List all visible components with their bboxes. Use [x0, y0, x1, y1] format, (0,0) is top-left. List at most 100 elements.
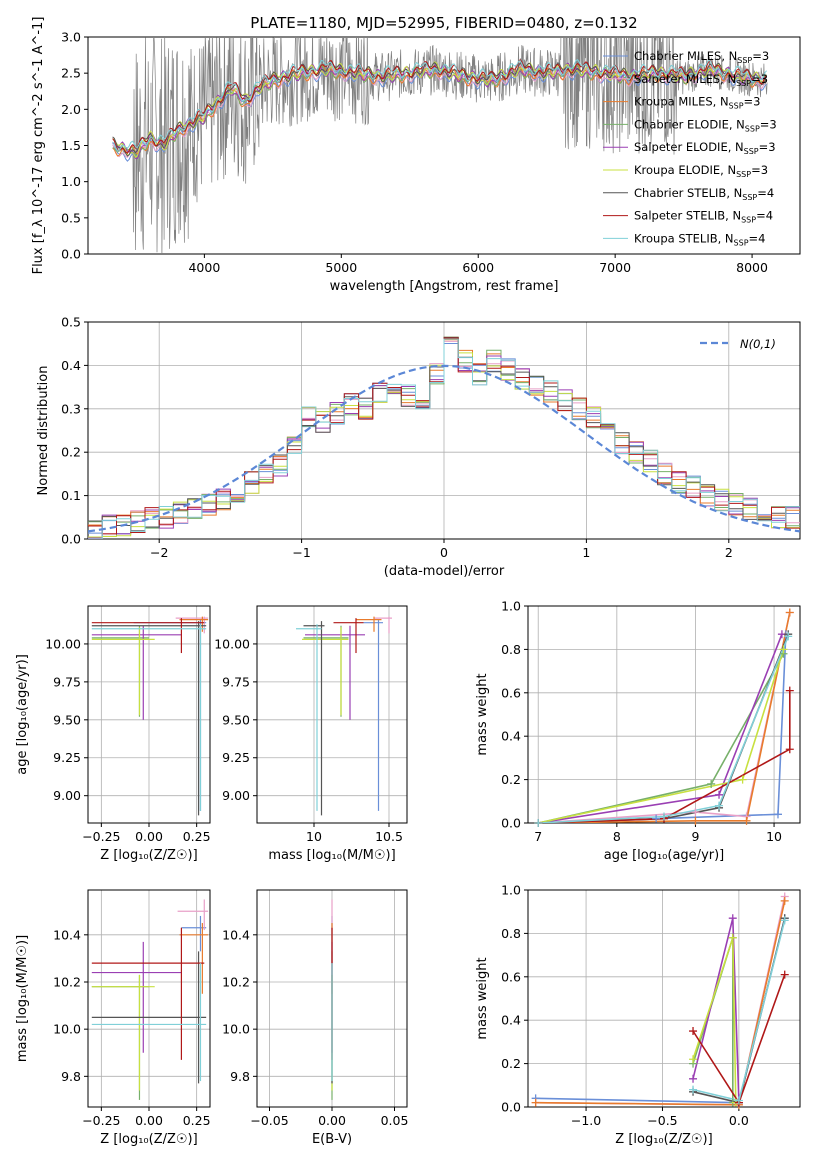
marker-kroupa_stelib: [715, 801, 724, 810]
model-line-chabrier_miles: [112, 65, 767, 162]
marker-kroupa_elodie: [689, 1055, 698, 1064]
y-tick-label: 0.8: [501, 642, 521, 657]
x-tick-label: 8: [613, 829, 621, 844]
x-tick-label: −0.25: [82, 1113, 120, 1128]
y-tick-label: 9.25: [222, 750, 250, 765]
panel-spectrum: 4000 5000 6000 7000 8000 0.0 0.5 1.0 1.5 2.0 2.5 3.…: [31, 17, 801, 294]
mass-vs-Z-plot: [91, 899, 209, 1100]
legend-label-salpeter_stelib: Salpeter STELIB, NSSP=4: [634, 209, 773, 225]
x-tick-label: −1.0: [571, 1113, 601, 1128]
axes-frame: [87, 321, 801, 540]
axes-frame: [256, 889, 408, 1108]
y-tick-label: 0.6: [501, 685, 521, 700]
x-axis-label: Z [log₁₀(Z/Z☉)]: [100, 848, 197, 863]
x-tick-label: 1: [582, 545, 590, 560]
y-tick-label: 9.8: [230, 1069, 250, 1084]
axes-frame: [87, 889, 211, 1108]
panel-mass-vs-ebv: −0.05 0.00 0.05 9.8 10.0 10.2 10.4 E(B-V): [222, 889, 409, 1147]
weight-vs-age-plot: [538, 612, 791, 823]
y-tick-label: 2.0: [61, 102, 81, 117]
x-tick-label: 8000: [736, 260, 768, 275]
y-tick-label: 10.00: [214, 636, 250, 651]
y-tick-label: 0.0: [501, 816, 521, 831]
weight-vs-Z-plot: [535, 896, 786, 1106]
x-tick-label: 0.00: [135, 1113, 163, 1128]
spectrum-legend: Chabrier MILES, NSSP=3 Salpeter MILES, NS…: [603, 49, 777, 247]
x-tick-label: 4000: [188, 260, 220, 275]
x-tick-label: −1: [292, 545, 310, 560]
model-line-salpeter_stelib: [112, 59, 767, 154]
marker-salpeter_stelib: [785, 745, 794, 754]
model-line-salpeter_miles: [112, 64, 768, 159]
x-tick-label: −0.05: [250, 1113, 288, 1128]
y-tick-label: 10.0: [222, 1022, 250, 1037]
marker-kroupa_stelib: [534, 819, 543, 827]
marker-kroupa_miles: [780, 896, 789, 905]
y-tick-label: 9.50: [53, 712, 81, 727]
y-tick-label: 9.8: [61, 1069, 81, 1084]
line-salpeter_miles: [535, 896, 786, 1106]
legend-label-salpeter_miles: Salpeter MILES, NSSP=3: [634, 72, 768, 88]
axes-frame: [87, 605, 211, 824]
y-tick-label: 1.0: [61, 174, 81, 189]
x-tick-label: −0.25: [82, 829, 120, 844]
x-tick-label: 10: [306, 829, 322, 844]
panel-age-vs-mass: 10 10.5 9.00 9.25 9.50 9.75 10.00 mass [log₁₀(M…: [214, 605, 408, 863]
x-axis-label: Z [log₁₀(Z/Z☉)]: [615, 1132, 712, 1147]
x-tick-label: −0.5: [647, 1113, 677, 1128]
y-tick-label: 0.1: [61, 488, 81, 503]
legend-label-kroupa_miles: Kroupa MILES, NSSP=3: [634, 95, 760, 111]
line-kroupa_stelib: [538, 636, 789, 823]
y-tick-label: 0.4: [61, 358, 81, 373]
legend-label-chabrier_stelib: Chabrier STELIB, NSSP=4: [634, 186, 774, 202]
legend-label-salpeter_elodie: Salpeter ELODIE, NSSP=3: [634, 140, 776, 156]
panel-residuals: −2 −1 0 1 2 0.0 0.1 0.2 0.3 0.4 0.5 (data-model)/er…: [36, 315, 801, 579]
y-tick-label: 0.2: [61, 445, 81, 460]
marker-kroupa_stelib: [784, 632, 793, 641]
marker-salpeter_stelib: [689, 1027, 698, 1036]
y-tick-label: 0.8: [501, 926, 521, 941]
y-tick-label: 9.75: [222, 674, 250, 689]
marker-kroupa_miles: [742, 816, 751, 825]
marker-salpeter_miles: [691, 808, 700, 817]
panels: 4000 5000 6000 7000 8000 0.0 0.5 1.0 1.5 2.0 2.5 3.…: [15, 17, 801, 1147]
x-tick-label: 6000: [462, 260, 494, 275]
y-tick-label: 9.25: [53, 750, 81, 765]
marker-chabrier_miles: [652, 814, 661, 823]
x-tick-label: 0.00: [135, 829, 163, 844]
x-axis-label: Z [log₁₀(Z/Z☉)]: [100, 1132, 197, 1147]
x-tick-label: 5000: [325, 260, 357, 275]
x-tick-label: 0.00: [318, 1113, 346, 1128]
y-axis-label: mass weight: [475, 957, 490, 1039]
x-tick-label: −2: [150, 545, 168, 560]
x-tick-label: 7000: [599, 260, 631, 275]
x-tick-label: 7: [534, 829, 542, 844]
x-tick-label: 0.25: [183, 1113, 211, 1128]
y-tick-label: 0.4: [501, 1013, 521, 1028]
legend-label-chabrier_miles: Chabrier MILES, NSSP=3: [634, 49, 769, 65]
y-tick-label: 10.00: [45, 636, 81, 651]
y-tick-label: 0.0: [501, 1100, 521, 1115]
x-tick-label: 0.05: [381, 1113, 409, 1128]
axes-frame: [527, 605, 801, 824]
y-tick-label: 0.0: [61, 247, 81, 262]
age-vs-Z-plot: [91, 616, 209, 816]
x-tick-label: 0: [440, 545, 448, 560]
panel-age-vs-Z: −0.25 0.00 0.25 9.00 9.25 9.50 9.75 10.00 Z [log…: [15, 605, 211, 863]
observed-spectrum-line: [112, 37, 768, 254]
x-axis-label: wavelength [Angstrom, rest frame]: [330, 279, 559, 294]
y-axis-label: Normed distribution: [36, 366, 51, 496]
y-tick-label: 10.4: [222, 927, 250, 942]
panel-mass-vs-Z: −0.25 0.00 0.25 9.8 10.0 10.2 10.4 Z [log₁₀(Z/Z…: [15, 889, 211, 1147]
axes-frame: [256, 605, 408, 824]
y-tick-label: 10.4: [53, 927, 81, 942]
y-tick-label: 0.2: [501, 772, 521, 787]
line-kroupa_miles: [535, 900, 786, 1106]
y-axis-label: age [log₁₀(age/yr)]: [15, 654, 30, 775]
x-axis-label: mass [log₁₀(M/M☉)]: [268, 848, 395, 863]
y-tick-label: 0.3: [61, 401, 81, 416]
legend-label-normal: N(0,1): [740, 337, 776, 351]
marker-kroupa_miles: [691, 816, 700, 825]
legend-label-kroupa_stelib: Kroupa STELIB, NSSP=4: [634, 231, 765, 247]
